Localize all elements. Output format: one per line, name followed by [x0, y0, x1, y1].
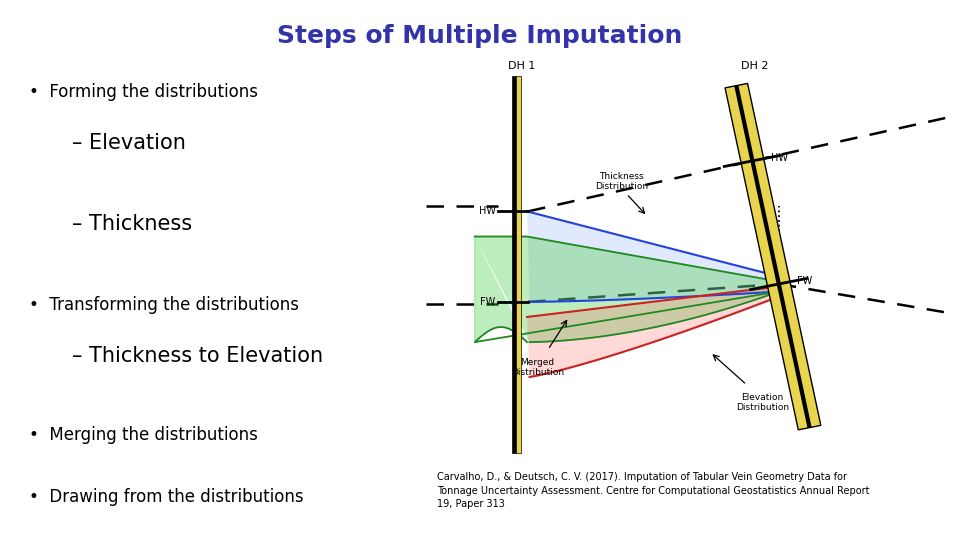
Text: FW: FW [797, 276, 812, 287]
Polygon shape [725, 83, 821, 430]
Text: •  Drawing from the distributions: • Drawing from the distributions [29, 488, 303, 506]
Text: DH 2: DH 2 [741, 60, 768, 71]
Text: HW: HW [771, 153, 788, 164]
Polygon shape [734, 85, 811, 428]
Text: Carvalho, D., & Deutsch, C. V. (2017). Imputation of Tabular Vein Geometry Data : Carvalho, D., & Deutsch, C. V. (2017). I… [437, 472, 870, 509]
Text: – Thickness to Elevation: – Thickness to Elevation [72, 346, 324, 367]
Text: DH 1: DH 1 [508, 60, 536, 71]
Text: Thickness
Distribution: Thickness Distribution [594, 172, 648, 191]
Text: FW: FW [480, 297, 495, 307]
Bar [516, 76, 520, 453]
Text: Elevation
Distribution: Elevation Distribution [736, 393, 789, 412]
Text: •  Merging the distributions: • Merging the distributions [29, 426, 257, 444]
Text: HW: HW [479, 206, 495, 217]
Bar [513, 76, 516, 453]
Text: Steps of Multiple Imputation: Steps of Multiple Imputation [277, 24, 683, 48]
Text: – Elevation: – Elevation [72, 133, 186, 153]
Text: – Thickness: – Thickness [72, 214, 192, 234]
Text: Merged
Distribution: Merged Distribution [511, 357, 564, 377]
Text: •  Forming the distributions: • Forming the distributions [29, 83, 258, 101]
Text: •  Transforming the distributions: • Transforming the distributions [29, 296, 299, 314]
